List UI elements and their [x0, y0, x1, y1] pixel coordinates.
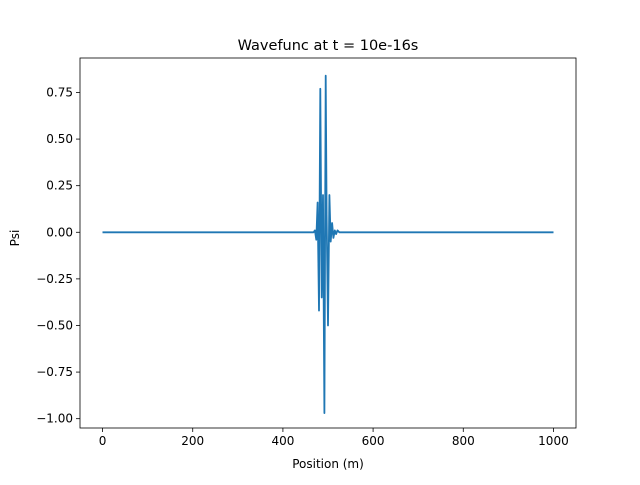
y-axis-label: Psi [8, 230, 22, 247]
y-tick-label: −0.50 [36, 318, 73, 332]
x-tick-label: 600 [362, 434, 385, 448]
y-tick-label: −0.25 [36, 272, 73, 286]
x-tick-label: 800 [452, 434, 475, 448]
y-tick-label: 0.50 [46, 132, 73, 146]
series-line-0 [102, 74, 554, 415]
axes-frame [79, 57, 577, 429]
y-tick-label: 0.00 [46, 225, 73, 239]
y-tick-label: −1.00 [36, 412, 73, 426]
y-tick-label: 0.75 [46, 85, 73, 99]
x-tick-label: 0 [99, 434, 107, 448]
x-tick-label: 1000 [538, 434, 569, 448]
x-tick-label: 200 [181, 434, 204, 448]
x-tick-label: 400 [271, 434, 294, 448]
x-axis-label: Position (m) [292, 457, 364, 471]
y-tick-label: −0.75 [36, 365, 73, 379]
y-tick-label: 0.25 [46, 179, 73, 193]
chart-title: Wavefunc at t = 10e-16s [238, 38, 419, 54]
plot-area: 0 200 400 600 800 1000 −1.00 −0.75 −0.50 −0.25 0.0… [36, 57, 577, 448]
